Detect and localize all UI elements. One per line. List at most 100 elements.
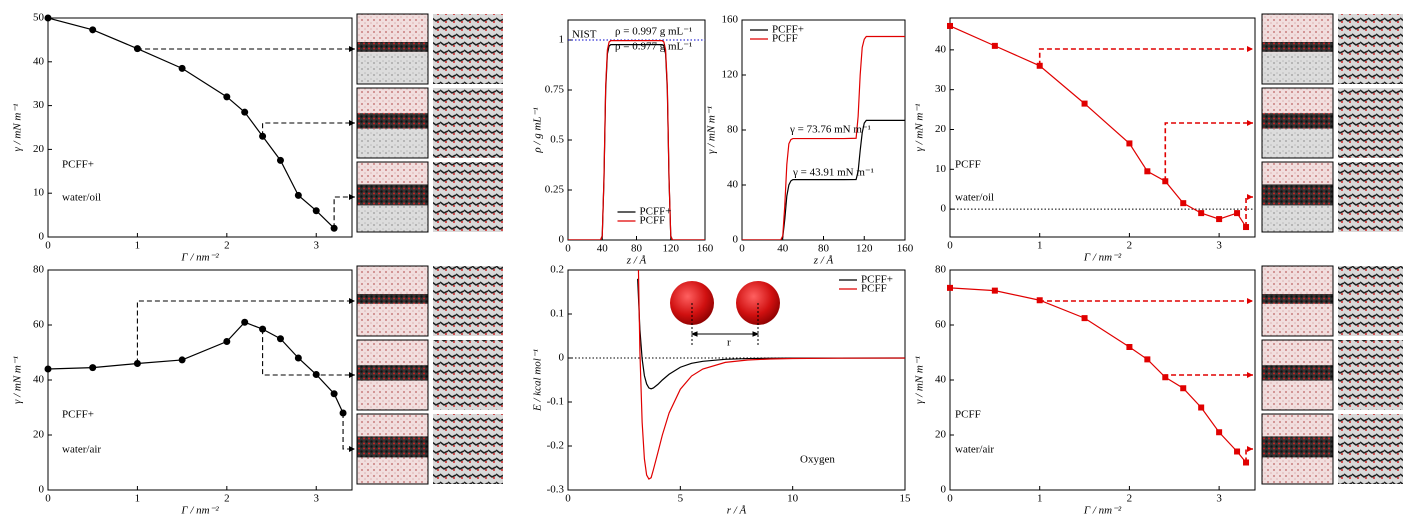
marker	[1126, 140, 1133, 147]
marker	[947, 284, 953, 291]
y-tick-label: 30	[33, 99, 45, 111]
y-tick-label: -0.1	[547, 396, 564, 408]
plot-area	[637, 270, 905, 480]
y-tick-label: 10	[935, 163, 947, 175]
snapshot-top	[1338, 414, 1403, 484]
y-tick-label: 0.1	[550, 308, 564, 320]
y-tick-label: 120	[722, 69, 739, 81]
data-line	[742, 35, 905, 240]
plot-area	[742, 35, 905, 240]
x-tick-label: 3	[313, 240, 319, 252]
y-tick-label: 10	[33, 187, 45, 199]
y-tick-label: 0.2	[550, 264, 564, 276]
data-line	[950, 287, 1247, 463]
y-tick-label: 20	[935, 429, 947, 441]
y-tick-label: 40	[33, 55, 45, 67]
snapshot-arrow	[262, 122, 355, 137]
snapshot-film	[1262, 113, 1333, 129]
snapshot-arrow	[1164, 374, 1253, 378]
y-axis-label: γ / mN m⁻¹	[914, 104, 926, 152]
marker	[276, 335, 284, 343]
snapshot-arrow	[1038, 48, 1253, 66]
data-line	[950, 25, 1247, 228]
arrowhead	[1247, 298, 1253, 304]
y-axis-label: γ / mN m⁻¹	[706, 106, 718, 154]
snapshot-arrow	[1245, 196, 1253, 228]
y-tick-label: 0.75	[545, 84, 565, 96]
marker	[44, 365, 52, 373]
snapshot-film	[357, 113, 428, 129]
y-tick-label: 80	[935, 264, 947, 276]
x-tick-label: 120	[856, 243, 873, 255]
arrowhead	[349, 298, 355, 304]
x-tick-label: 160	[897, 243, 914, 255]
marker	[89, 26, 97, 34]
snapshot-top	[433, 340, 503, 410]
annotation: Oxygen	[800, 454, 835, 466]
marker	[1234, 210, 1241, 217]
marker	[1144, 168, 1151, 175]
marker	[1081, 100, 1088, 107]
x-tick-label: 120	[663, 243, 680, 255]
plot-frame	[47, 17, 353, 238]
data-line	[637, 278, 905, 390]
arrowhead	[1247, 446, 1253, 452]
legend-label: PCFF	[861, 283, 887, 295]
y-axis-label: γ / mN m⁻¹	[12, 356, 24, 404]
arrowhead	[349, 446, 355, 452]
reference-label: NIST	[572, 29, 597, 41]
y-tick-label: 0	[941, 484, 947, 496]
x-tick-label: 2	[224, 240, 230, 252]
data-line	[637, 270, 905, 480]
plot-area	[48, 321, 344, 414]
snapshot-arrow	[1164, 122, 1253, 182]
data-line	[742, 119, 905, 240]
marker	[947, 22, 953, 29]
marker	[178, 356, 186, 364]
marker	[294, 191, 302, 199]
x-tick-label: 80	[818, 243, 830, 255]
annotation: r	[727, 337, 731, 349]
y-tick-label: 20	[33, 143, 45, 155]
x-tick-label: 160	[697, 243, 714, 255]
snapshot-top	[433, 14, 503, 84]
snapshot-top	[1338, 340, 1403, 410]
y-tick-label: 20	[935, 123, 947, 135]
x-axis-label: z / Å	[813, 255, 834, 267]
y-tick-label: -0.2	[547, 440, 564, 452]
x-axis-label: z / Å	[626, 255, 647, 267]
snapshot-top	[433, 88, 503, 158]
snapshot-arrow	[136, 300, 355, 364]
x-tick-label: 0	[45, 493, 51, 505]
snapshot-top	[1338, 14, 1403, 84]
y-tick-label: 40	[33, 374, 45, 386]
x-tick-label: 2	[224, 493, 230, 505]
x-tick-label: 1	[1037, 493, 1043, 505]
annotation: γ = 43.91 mN m⁻¹	[792, 167, 874, 179]
snapshot-oil	[357, 200, 428, 232]
y-tick-label: 60	[935, 319, 947, 331]
marker	[1216, 216, 1223, 223]
plot-area	[568, 40, 705, 240]
snapshot-top	[433, 414, 503, 484]
plot-frame	[949, 269, 1256, 491]
y-tick-label: 40	[727, 179, 739, 191]
marker	[294, 354, 302, 362]
x-tick-label: 0	[947, 240, 953, 252]
snapshot-film	[1262, 184, 1333, 206]
x-tick-label: 10	[787, 493, 799, 505]
y-tick-label: 0	[559, 352, 565, 364]
x-tick-label: 0	[565, 243, 571, 255]
marker	[89, 364, 97, 372]
annotation: water/oil	[955, 192, 994, 204]
snapshot-arrow	[262, 329, 355, 376]
x-tick-label: 40	[597, 243, 609, 255]
plot-area	[950, 25, 1247, 228]
x-tick-label: 0	[45, 240, 51, 252]
snapshot-oil	[1262, 200, 1333, 232]
x-tick-label: 1	[1037, 240, 1043, 252]
y-tick-label: 40	[935, 43, 947, 55]
